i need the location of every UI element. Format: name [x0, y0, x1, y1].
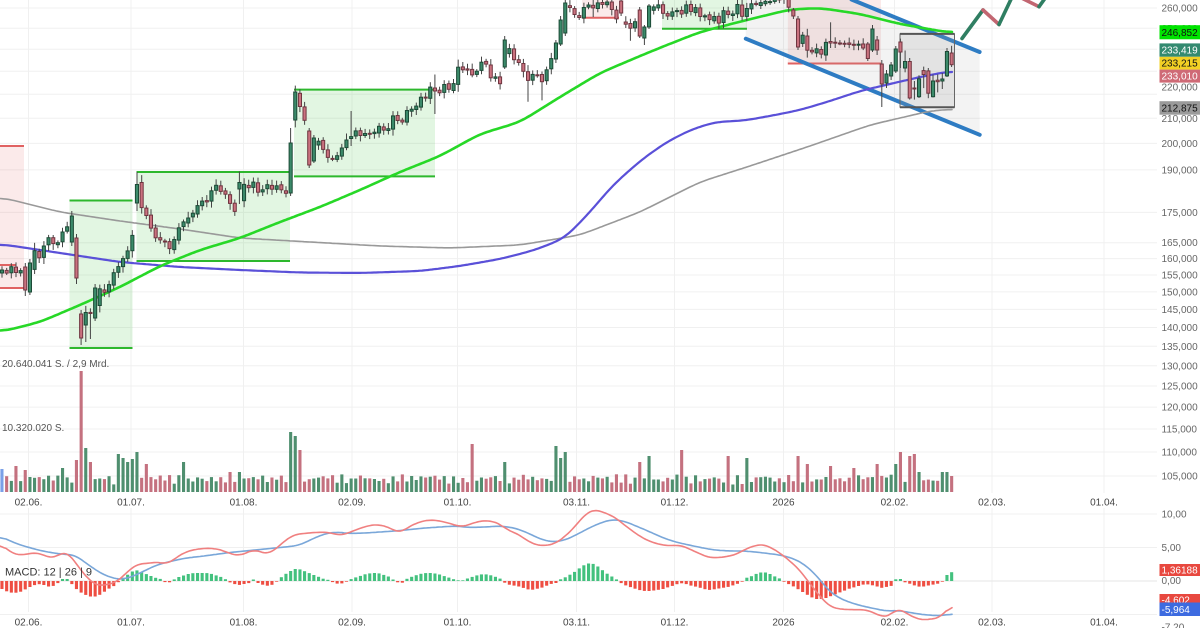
svg-text:155,000: 155,000 — [1162, 271, 1199, 282]
svg-text:02.09.: 02.09. — [338, 618, 366, 629]
svg-text:03.11.: 03.11. — [563, 618, 590, 629]
svg-text:01.04.: 01.04. — [1090, 498, 1118, 509]
svg-text:160,000: 160,000 — [1162, 254, 1199, 265]
svg-text:01.10.: 01.10. — [444, 618, 472, 629]
svg-text:246,852: 246,852 — [1162, 28, 1199, 39]
svg-text:190,000: 190,000 — [1162, 165, 1199, 176]
svg-text:01.12.: 01.12. — [661, 498, 689, 509]
svg-text:2026: 2026 — [772, 618, 795, 629]
svg-text:233,010: 233,010 — [1162, 72, 1199, 83]
svg-text:01.08.: 01.08. — [230, 498, 258, 509]
svg-text:02.02.: 02.02. — [881, 618, 909, 629]
svg-text:1,36188: 1,36188 — [1162, 566, 1199, 577]
svg-text:02.06.: 02.06. — [15, 498, 43, 509]
svg-text:150,000: 150,000 — [1162, 287, 1199, 298]
svg-text:165,000: 165,000 — [1162, 238, 1199, 249]
svg-text:220,000: 220,000 — [1162, 83, 1199, 94]
svg-text:200,000: 200,000 — [1162, 139, 1199, 150]
svg-text:145,000: 145,000 — [1162, 305, 1199, 316]
svg-text:233,419: 233,419 — [1162, 46, 1199, 57]
svg-text:02.03.: 02.03. — [978, 498, 1006, 509]
svg-text:260,000: 260,000 — [1162, 4, 1199, 15]
svg-text:01.10.: 01.10. — [444, 498, 472, 509]
svg-text:MACD: 12 | 26 | 9: MACD: 12 | 26 | 9 — [5, 567, 92, 579]
svg-text:10.320.020 S.: 10.320.020 S. — [2, 423, 64, 434]
svg-text:01.04.: 01.04. — [1090, 618, 1118, 629]
svg-text:02.06.: 02.06. — [15, 618, 43, 629]
svg-text:0,00: 0,00 — [1162, 576, 1182, 587]
svg-text:-7,20: -7,20 — [1162, 623, 1185, 629]
svg-text:233,215: 233,215 — [1162, 59, 1199, 70]
svg-text:125,000: 125,000 — [1162, 382, 1199, 393]
svg-text:210,000: 210,000 — [1162, 114, 1199, 125]
svg-text:02.09.: 02.09. — [338, 498, 366, 509]
svg-text:2026: 2026 — [772, 498, 795, 509]
svg-text:01.12.: 01.12. — [661, 618, 689, 629]
svg-text:03.11.: 03.11. — [563, 498, 590, 509]
svg-text:-5,964: -5,964 — [1162, 605, 1191, 616]
svg-text:110,000: 110,000 — [1162, 448, 1198, 459]
svg-text:02.03.: 02.03. — [978, 618, 1006, 629]
svg-text:02.02.: 02.02. — [881, 498, 909, 509]
svg-text:135,000: 135,000 — [1162, 342, 1199, 353]
svg-text:10,00: 10,00 — [1162, 510, 1187, 521]
svg-text:5,00: 5,00 — [1162, 543, 1182, 554]
svg-text:20.640.041 S. / 2,9 Mrd.: 20.640.041 S. / 2,9 Mrd. — [2, 359, 109, 370]
svg-text:01.07.: 01.07. — [117, 498, 145, 509]
svg-text:130,000: 130,000 — [1162, 361, 1199, 372]
svg-text:175,000: 175,000 — [1162, 208, 1199, 219]
svg-text:140,000: 140,000 — [1162, 323, 1199, 334]
svg-text:212,875: 212,875 — [1162, 104, 1199, 115]
svg-text:115,000: 115,000 — [1162, 425, 1198, 436]
svg-text:01.08.: 01.08. — [230, 618, 258, 629]
svg-text:105,000: 105,000 — [1162, 472, 1199, 483]
svg-text:01.07.: 01.07. — [117, 618, 145, 629]
svg-text:120,000: 120,000 — [1162, 403, 1199, 414]
